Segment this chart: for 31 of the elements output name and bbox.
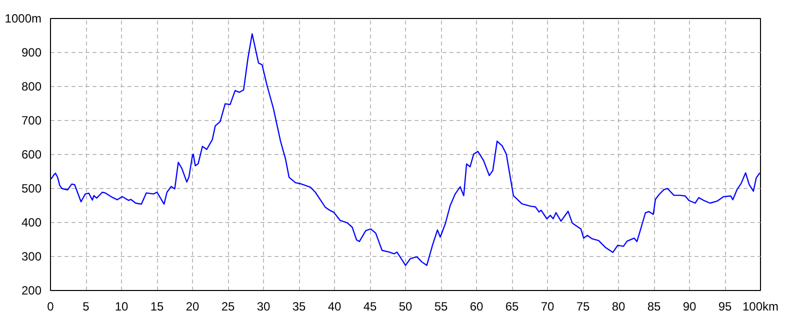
y-tick-label: 200 (21, 284, 42, 298)
x-tick-label: 20 (186, 300, 200, 314)
y-tick-label: 700 (21, 114, 42, 128)
x-tick-label: 65 (505, 300, 519, 314)
y-tick-label: 300 (21, 250, 42, 264)
x-tick-label: 45 (363, 300, 377, 314)
x-tick-label: 35 (292, 300, 306, 314)
y-tick-label: 900 (21, 46, 42, 60)
line-series (50, 33, 760, 266)
x-tick-label: 40 (328, 300, 342, 314)
x-tick-label: 70 (540, 300, 554, 314)
y-tick-label: 800 (21, 80, 42, 94)
y-tick-label: 500 (21, 182, 42, 196)
x-tick-label: 60 (470, 300, 484, 314)
y-tick-label: 400 (21, 216, 42, 230)
y-tick-label: 1000m (4, 12, 42, 26)
x-tick-label: 75 (576, 300, 590, 314)
x-tick-label: 100km (742, 300, 779, 314)
x-tick-label: 30 (256, 300, 270, 314)
x-tick-label: 85 (647, 300, 661, 314)
x-tick-label: 55 (434, 300, 448, 314)
x-tick-label: 90 (682, 300, 696, 314)
x-tick-label: 50 (398, 300, 412, 314)
x-tick-label: 5 (82, 300, 90, 314)
x-tick-label: 95 (718, 300, 732, 314)
x-tick-label: 10 (114, 300, 128, 314)
x-tick-label: 15 (150, 300, 164, 314)
x-tick-label: 80 (612, 300, 626, 314)
y-tick-label: 600 (21, 148, 42, 162)
x-tick-label: 0 (47, 300, 54, 314)
x-tick-label: 25 (221, 300, 235, 314)
